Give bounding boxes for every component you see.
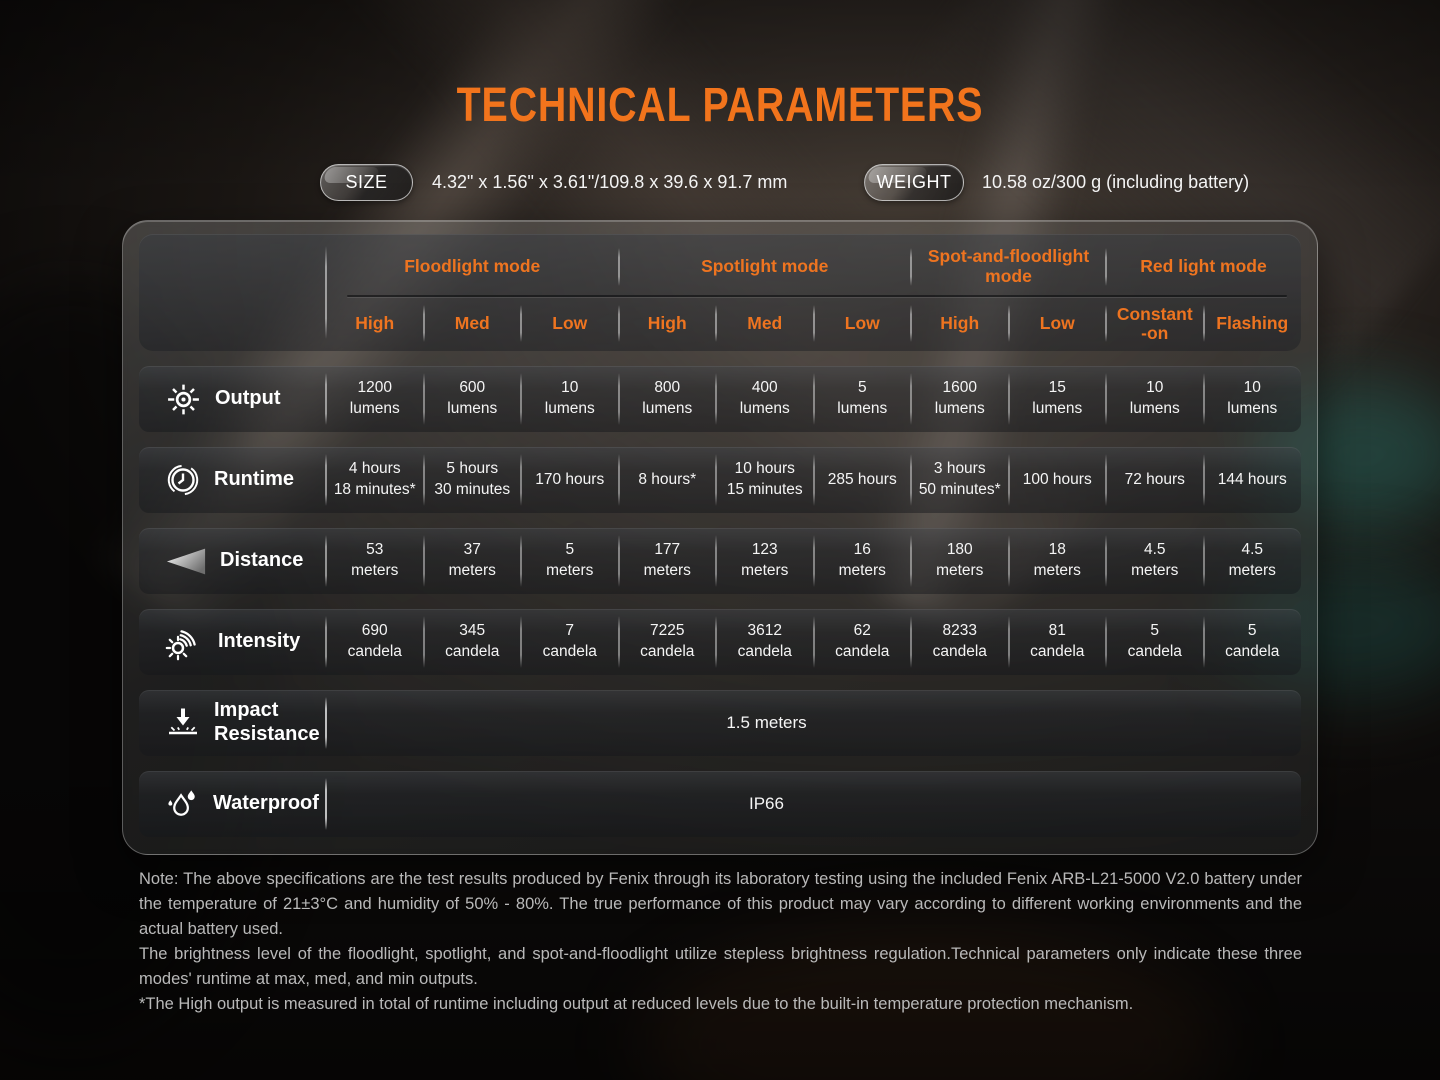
row-label-text: Runtime xyxy=(214,468,294,491)
table-corner-cell xyxy=(139,234,327,351)
value-cell: 690 candela xyxy=(347,622,402,660)
value-cell: 5 lumens xyxy=(812,366,912,432)
row-label-runtime: Runtime xyxy=(139,447,327,513)
value-cell: 144 hours xyxy=(1202,447,1302,513)
value-cell: 4.5 meters xyxy=(1202,528,1302,594)
level-header: Constant -on xyxy=(1105,296,1204,351)
mode-group-red-light: Red light mode xyxy=(1105,234,1301,296)
value-cell: 400 lumens xyxy=(715,366,814,432)
value-cell: 37 meters xyxy=(422,528,522,594)
row-label-text: Output xyxy=(215,387,281,410)
value-cell: 123 meters xyxy=(715,528,814,594)
row-label-text: Distance xyxy=(220,549,304,572)
level-header: High xyxy=(910,296,1009,351)
value-cell: 1600 lumens xyxy=(910,366,1009,432)
level-header: High xyxy=(355,313,395,334)
mode-group-spot-and-floodlight: Spot-and-floodlight mode xyxy=(910,234,1106,296)
level-header: Med xyxy=(715,296,814,351)
value-cell: 8233 candela xyxy=(910,609,1009,675)
weight-badge-label: WEIGHT xyxy=(876,172,952,192)
note-paragraph: The brightness level of the floodlight, … xyxy=(139,945,1302,988)
level-header: Low xyxy=(1007,296,1107,351)
row-label-impact-resistance: Impact Resistance xyxy=(139,690,327,756)
level-header: Low xyxy=(520,296,619,351)
value-cell: 100 hours xyxy=(1007,447,1107,513)
size-badge: SIZE xyxy=(320,164,413,201)
value-cell: 62 candela xyxy=(812,609,912,675)
radiance-icon xyxy=(165,630,196,661)
value-cell: 1200 lumens xyxy=(349,379,400,417)
level-header: Flashing xyxy=(1202,296,1302,351)
value-cell: 285 hours xyxy=(812,447,912,513)
header-divider xyxy=(347,295,1287,297)
level-header: Med xyxy=(422,296,522,351)
value-cell: 10 hours 15 minutes xyxy=(715,447,814,513)
table-row-waterproof: Waterproof IP66 xyxy=(139,771,1301,837)
row-label-intensity: Intensity xyxy=(139,609,327,675)
impact-icon xyxy=(169,708,197,735)
value-cell: 800 lumens xyxy=(617,366,717,432)
value-cell: 4 hours 18 minutes* xyxy=(333,460,416,498)
table-header: Floodlight mode Spotlight mode Spot-and-… xyxy=(139,234,1301,351)
note-paragraph: *The High output is measured in total of… xyxy=(139,995,1134,1013)
value-cell: 5 candela xyxy=(1105,609,1204,675)
row-label-distance: Distance xyxy=(139,528,327,594)
value-cell: 8 hours* xyxy=(617,447,717,513)
value-cell: 7225 candela xyxy=(617,609,717,675)
value-cell: 4.5 meters xyxy=(1105,528,1204,594)
value-cell: 177 meters xyxy=(617,528,717,594)
page-title: TECHNICAL PARAMETERS xyxy=(456,79,984,132)
row-label-output: Output xyxy=(139,366,327,432)
value-cell: 5 candela xyxy=(1202,609,1302,675)
size-badge-label: SIZE xyxy=(345,172,388,192)
table-row-runtime: Runtime 4 hours 18 minutes* 5 hours 30 m… xyxy=(139,447,1301,513)
value-cell: 7 candela xyxy=(520,609,619,675)
table-row-output: Output 1200 lumens 600 lumens 10 lumens … xyxy=(139,366,1301,432)
value-cell: 3 hours 50 minutes* xyxy=(910,447,1009,513)
value-cell: 53 meters xyxy=(351,541,399,579)
level-header: Low xyxy=(812,296,912,351)
value-cell-impact-resistance: 1.5 meters xyxy=(325,690,1301,756)
row-label-waterproof: Waterproof xyxy=(139,771,327,837)
value-cell: 15 lumens xyxy=(1007,366,1107,432)
level-header: High xyxy=(617,296,717,351)
table-row-impact-resistance: Impact Resistance 1.5 meters xyxy=(139,690,1301,756)
value-cell: 10 lumens xyxy=(520,366,619,432)
beam-icon xyxy=(166,548,206,574)
row-label-text: Intensity xyxy=(218,630,301,653)
note-paragraph: Note: The above specifications are the t… xyxy=(139,870,1302,938)
value-cell: 180 meters xyxy=(910,528,1009,594)
weight-badge: WEIGHT xyxy=(864,164,964,201)
value-cell: 16 meters xyxy=(812,528,912,594)
value-cell: 5 hours 30 minutes xyxy=(422,447,522,513)
size-value: 4.32" x 1.56" x 3.61"/109.8 x 39.6 x 91.… xyxy=(432,172,788,192)
row-label-text: Waterproof xyxy=(213,792,319,815)
value-cell: 10 lumens xyxy=(1202,366,1302,432)
value-cell: 72 hours xyxy=(1105,447,1204,513)
sun-icon xyxy=(168,384,199,414)
clock-icon xyxy=(167,464,199,496)
value-cell: 18 meters xyxy=(1007,528,1107,594)
spec-table: Floodlight mode Spotlight mode Spot-and-… xyxy=(122,220,1318,855)
value-cell: 3612 candela xyxy=(715,609,814,675)
row-label-text: Impact Resistance xyxy=(214,699,320,745)
mode-group-spotlight: Spotlight mode xyxy=(617,234,912,296)
value-cell: 345 candela xyxy=(422,609,522,675)
weight-value: 10.58 oz/300 g (including battery) xyxy=(982,172,1250,192)
table-row-distance: Distance 53 meters 37 meters 5 meters 17… xyxy=(139,528,1301,594)
value-cell: 5 meters xyxy=(520,528,619,594)
table-row-intensity: Intensity 690 candela 345 candela 7 cand… xyxy=(139,609,1301,675)
mode-group-floodlight: Floodlight mode xyxy=(404,256,541,277)
value-cell: 81 candela xyxy=(1007,609,1107,675)
value-cell: 10 lumens xyxy=(1105,366,1204,432)
value-cell-waterproof: IP66 xyxy=(325,771,1301,837)
notes: Note: The above specifications are the t… xyxy=(139,867,1302,1017)
value-cell: 600 lumens xyxy=(422,366,522,432)
waterproof-icon xyxy=(168,789,195,816)
value-cell: 170 hours xyxy=(520,447,619,513)
